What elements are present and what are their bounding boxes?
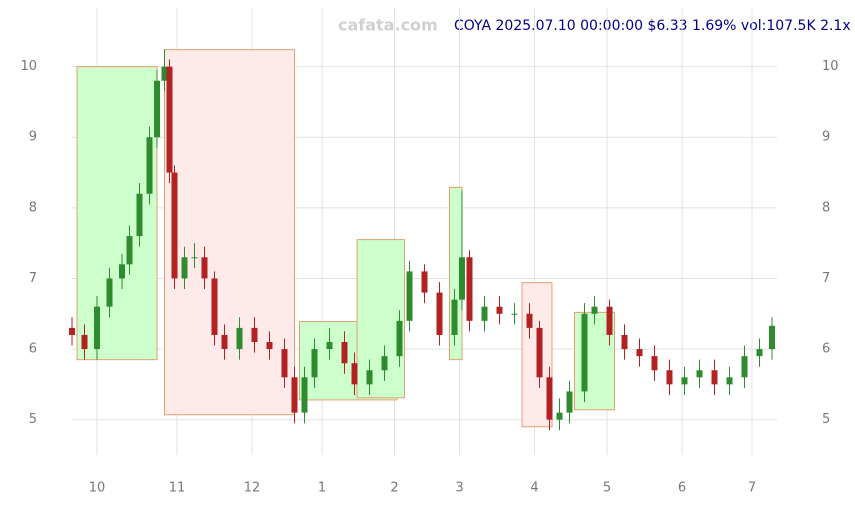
- candle-body: [591, 306, 598, 314]
- candle-body: [341, 342, 348, 364]
- candle-body: [106, 278, 113, 307]
- candle-body: [236, 327, 243, 350]
- candle-body: [451, 299, 458, 335]
- candle-body: [459, 257, 465, 300]
- candle-body: [636, 349, 643, 357]
- candle-body: [711, 370, 718, 385]
- candle-body: [756, 349, 763, 357]
- zone: [76, 66, 158, 361]
- candle-body: [621, 334, 628, 350]
- y-tick-label-right: 10: [822, 59, 839, 74]
- y-tick-label: 9: [29, 130, 37, 145]
- x-tick-label: 5: [603, 481, 611, 496]
- candle-body: [651, 356, 658, 371]
- candle-body: [211, 278, 218, 335]
- candle-body: [266, 342, 273, 350]
- chart-title: COYA 2025.07.10 00:00:00 $6.33 1.69% vol…: [454, 18, 851, 34]
- y-tick-label-right: 8: [822, 200, 830, 215]
- candle-body: [556, 412, 563, 420]
- candle-body: [396, 320, 403, 357]
- candle-body: [191, 257, 198, 259]
- zone: [164, 49, 295, 416]
- candle-body: [466, 257, 473, 321]
- candle-body: [566, 391, 573, 413]
- candle-body: [351, 363, 358, 385]
- candle-body: [526, 313, 533, 328]
- candle-body: [221, 334, 228, 350]
- candle-body: [281, 349, 288, 378]
- y-tick-label: 8: [29, 200, 37, 215]
- candle-body: [171, 172, 178, 279]
- candle-body: [119, 264, 125, 279]
- candle-body: [69, 327, 75, 335]
- candle-body: [496, 306, 503, 314]
- candle-body: [81, 334, 88, 350]
- x-tick-label: 10: [89, 481, 106, 496]
- x-tick-label: 3: [455, 481, 463, 496]
- x-tick-label: 4: [530, 481, 538, 496]
- candle-body: [136, 193, 143, 237]
- candle-body: [166, 66, 173, 173]
- watermark: cafata.com: [338, 16, 438, 35]
- candle-body: [301, 377, 308, 413]
- candle-body: [201, 257, 208, 279]
- candle-body: [666, 370, 673, 385]
- candle-body: [311, 349, 318, 378]
- candle-body: [421, 271, 428, 293]
- y-tick-label-right: 9: [822, 130, 830, 145]
- y-tick-label-right: 7: [822, 271, 830, 286]
- candle-body: [606, 306, 613, 335]
- y-tick-label-right: 5: [822, 412, 830, 427]
- candle-body: [481, 306, 488, 321]
- candle-body: [511, 313, 518, 315]
- candle-body: [696, 370, 703, 378]
- candle-body: [381, 356, 388, 371]
- candle-body: [741, 356, 748, 378]
- x-tick-label: 11: [169, 481, 186, 496]
- candle-body: [769, 325, 775, 350]
- candle-body: [536, 327, 543, 378]
- x-tick-label: 12: [244, 481, 261, 496]
- candle-body: [406, 271, 413, 321]
- candle-body: [94, 306, 100, 350]
- candle-body: [326, 342, 333, 350]
- y-tick-label: 10: [20, 59, 37, 74]
- candle-body: [126, 236, 133, 265]
- candle-body: [154, 80, 160, 138]
- y-tick-label: 6: [29, 342, 37, 357]
- x-tick-label: 7: [748, 481, 756, 496]
- candle-body: [366, 370, 373, 385]
- candle-body: [726, 377, 733, 385]
- zone: [356, 239, 405, 399]
- x-tick-label: 6: [678, 481, 686, 496]
- x-tick-label: 1: [318, 481, 326, 496]
- y-tick-label: 5: [29, 412, 37, 427]
- x-tick-label: 2: [390, 481, 398, 496]
- candle-body: [146, 137, 153, 194]
- candle-body: [291, 377, 298, 413]
- candle-body: [581, 313, 588, 392]
- candle-body: [681, 377, 688, 385]
- candle-body: [251, 327, 258, 343]
- candle-body: [181, 257, 188, 279]
- candle-body: [436, 292, 443, 335]
- y-tick-label: 7: [29, 271, 37, 286]
- candle-body: [546, 377, 553, 420]
- y-tick-label-right: 6: [822, 342, 830, 357]
- candle-body: [161, 66, 168, 81]
